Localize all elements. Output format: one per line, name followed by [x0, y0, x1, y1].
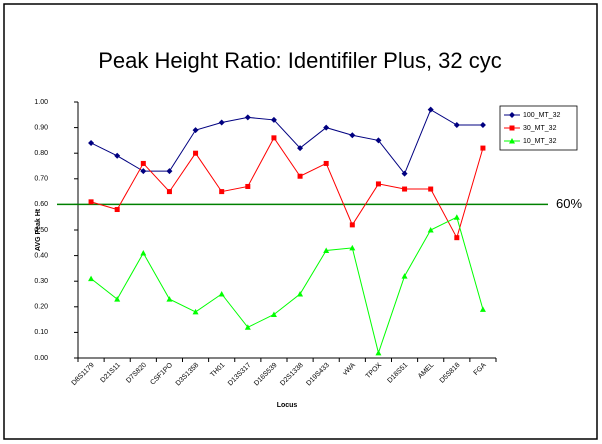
marker	[375, 181, 381, 187]
marker	[192, 127, 199, 134]
marker	[453, 122, 460, 129]
threshold-label: 60%	[556, 196, 582, 211]
y-tick-label: 0.50	[34, 227, 48, 234]
legend-marker	[509, 125, 515, 131]
marker	[88, 275, 95, 282]
series-line	[90, 216, 484, 355]
marker	[401, 170, 408, 177]
series-line	[90, 108, 483, 175]
y-tick-label: 0.90	[34, 124, 48, 131]
chart-title: Peak Height Ratio: Identifiler Plus, 32 …	[98, 48, 502, 73]
y-tick-label: 0.10	[34, 329, 48, 336]
marker	[270, 311, 277, 317]
marker	[297, 145, 304, 152]
marker	[427, 106, 434, 113]
legend-label: 100_MT_32	[523, 112, 560, 119]
marker	[323, 160, 329, 166]
legend-label: 30_MT_32	[523, 125, 557, 132]
marker	[401, 273, 408, 279]
marker	[349, 132, 356, 139]
marker	[140, 168, 147, 175]
marker	[271, 135, 277, 141]
marker	[297, 291, 304, 297]
marker	[140, 250, 147, 256]
marker	[166, 189, 172, 195]
marker	[480, 145, 486, 151]
marker	[270, 116, 277, 123]
marker	[192, 308, 199, 315]
x-axis-label: Locus	[277, 402, 298, 409]
marker	[323, 247, 330, 253]
marker	[427, 227, 434, 233]
y-tick-label: 1.00	[34, 99, 48, 106]
marker	[453, 214, 460, 220]
marker	[114, 152, 121, 159]
legend-label: 10_MT_32	[523, 138, 557, 145]
legend-marker	[509, 112, 515, 118]
marker	[349, 222, 355, 228]
series-line	[90, 136, 484, 239]
marker	[218, 119, 225, 126]
marker	[114, 207, 120, 213]
marker	[245, 183, 251, 189]
marker	[218, 291, 225, 297]
marker	[323, 124, 330, 131]
marker	[297, 173, 303, 179]
y-tick-label: 0.40	[34, 252, 48, 259]
y-tick-label: 0.30	[34, 278, 48, 285]
slide-border	[3, 3, 598, 440]
marker	[244, 114, 251, 121]
y-tick-label: 0.80	[34, 150, 48, 157]
marker	[140, 160, 146, 166]
y-axis-label: AVG Peak Ht	[35, 208, 42, 251]
y-tick-label: 0.70	[34, 176, 48, 183]
marker	[166, 296, 173, 302]
marker	[88, 139, 95, 146]
marker	[193, 150, 199, 156]
marker	[428, 186, 434, 192]
legend-marker	[509, 138, 515, 144]
y-tick-label: 0.20	[34, 304, 48, 311]
marker	[375, 349, 382, 356]
marker	[479, 306, 486, 312]
marker	[402, 186, 408, 192]
y-tick-label: 0.00	[34, 355, 48, 362]
marker	[114, 296, 121, 302]
marker	[479, 122, 486, 129]
marker	[166, 168, 173, 175]
marker	[219, 189, 225, 195]
marker	[88, 199, 94, 205]
marker	[375, 137, 382, 144]
y-tick-label: 0.60	[34, 201, 48, 208]
marker	[454, 235, 460, 241]
marker	[349, 244, 356, 251]
marker	[244, 324, 251, 330]
